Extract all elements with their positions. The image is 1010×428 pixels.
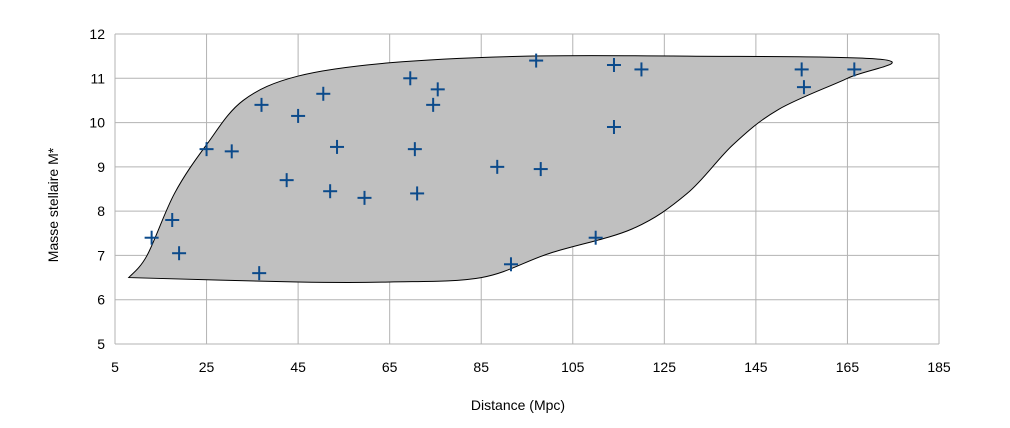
data-point xyxy=(330,139,345,154)
data-point xyxy=(199,142,214,157)
data-point xyxy=(410,186,425,201)
y-tick-label: 10 xyxy=(89,115,105,131)
data-point xyxy=(796,80,811,95)
x-tick-label: 45 xyxy=(290,359,306,375)
y-tick-label: 6 xyxy=(97,292,105,308)
x-axis-label: Distance (Mpc) xyxy=(471,397,565,413)
data-point xyxy=(490,159,505,174)
y-tick-label: 11 xyxy=(90,70,105,86)
data-point xyxy=(606,58,621,72)
data-point xyxy=(533,162,548,177)
data-point xyxy=(794,62,809,77)
x-tick-label: 25 xyxy=(199,359,215,375)
data-point xyxy=(357,190,372,205)
data-point xyxy=(529,53,544,68)
data-point xyxy=(254,97,269,112)
data-point xyxy=(144,230,159,245)
data-points xyxy=(144,53,862,281)
x-tick-label: 85 xyxy=(473,359,489,375)
tick-labels: 5 25 45 65 85 105 125 145 165 185 5 6 7 8 9 10 11 12 xyxy=(89,26,950,375)
data-point xyxy=(606,120,621,134)
x-tick-label: 165 xyxy=(836,359,860,375)
data-point xyxy=(634,62,649,77)
y-axis-label: Masse stellaire M* xyxy=(45,147,61,262)
y-tick-label: 7 xyxy=(97,247,105,263)
data-point xyxy=(503,257,518,272)
data-point xyxy=(426,97,441,112)
data-point xyxy=(172,246,187,261)
data-point xyxy=(430,82,445,97)
data-point xyxy=(847,62,862,77)
y-tick-label: 12 xyxy=(89,26,105,42)
y-tick-label: 9 xyxy=(97,159,105,175)
data-point xyxy=(252,266,267,281)
x-tick-label: 185 xyxy=(927,359,951,375)
y-tick-label: 8 xyxy=(97,203,105,219)
y-tick-label: 5 xyxy=(97,336,105,352)
data-point xyxy=(403,71,418,86)
shaded-region xyxy=(127,54,893,284)
x-tick-label: 145 xyxy=(744,359,768,375)
data-point xyxy=(316,86,331,101)
x-tick-label: 125 xyxy=(653,359,677,375)
data-point xyxy=(224,144,239,159)
data-point xyxy=(588,230,603,245)
data-point xyxy=(323,184,338,199)
data-point xyxy=(279,173,294,188)
data-point xyxy=(165,213,180,227)
data-point xyxy=(291,108,306,123)
x-tick-label: 65 xyxy=(382,359,398,375)
data-point xyxy=(407,142,422,157)
x-tick-label: 105 xyxy=(561,359,585,375)
x-tick-label: 5 xyxy=(111,359,119,375)
